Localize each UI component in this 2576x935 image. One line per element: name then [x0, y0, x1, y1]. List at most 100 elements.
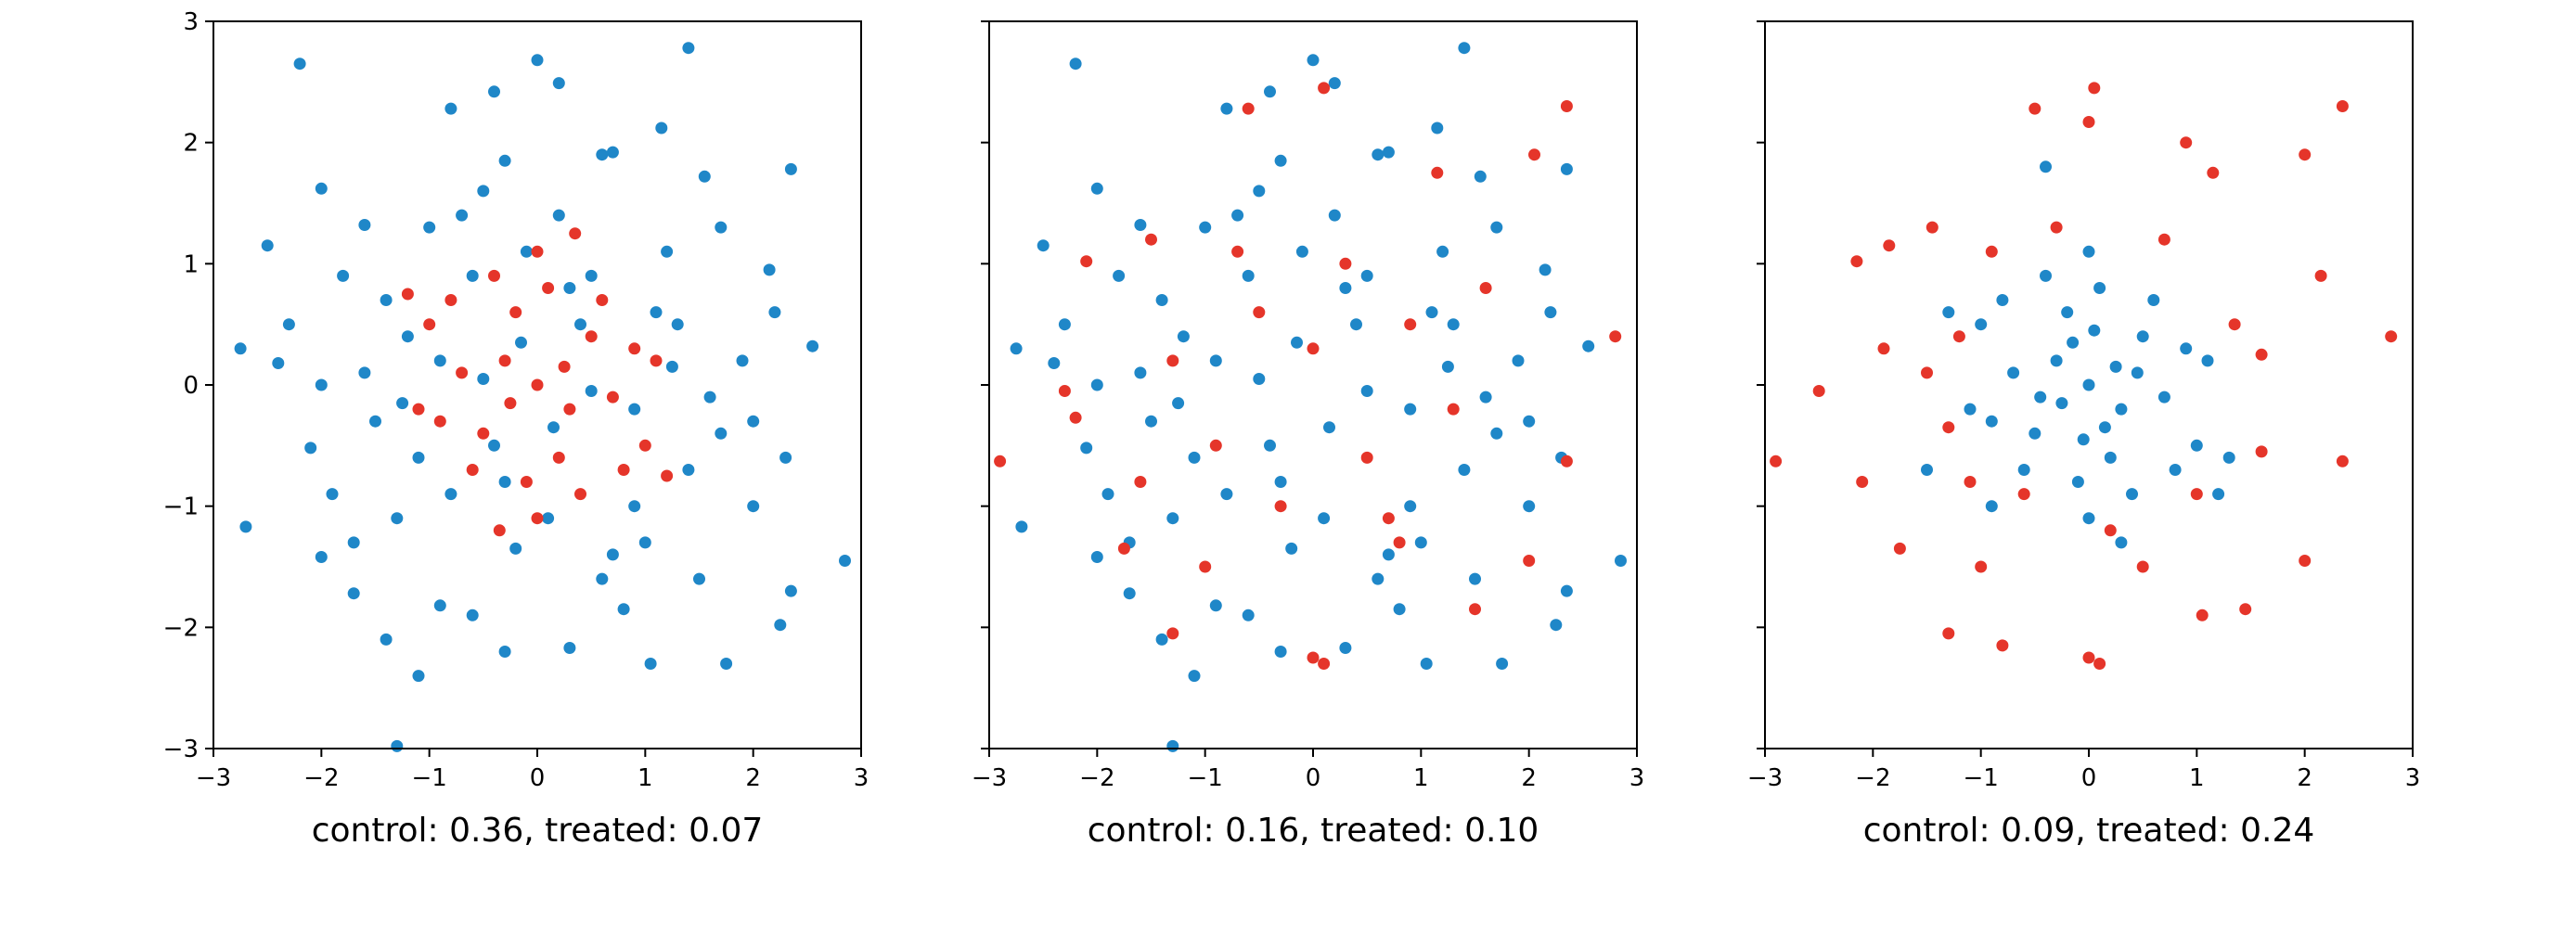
control-point: [628, 500, 641, 513]
control-point: [1447, 318, 1460, 331]
control-point: [1199, 221, 1212, 234]
treated-point: [456, 366, 469, 379]
control-point: [1253, 373, 1266, 385]
control-point: [234, 342, 247, 355]
control-point: [2136, 330, 2149, 343]
control-point: [401, 330, 414, 343]
control-point: [423, 221, 436, 234]
control-point: [1404, 500, 1417, 513]
y-tick-label: 2: [183, 130, 199, 158]
treated-point: [2299, 148, 2312, 161]
control-point: [1166, 512, 1179, 525]
control-point: [380, 294, 393, 306]
control-point: [1113, 269, 1126, 282]
treated-point: [574, 488, 586, 501]
treated-point: [1942, 421, 1955, 434]
treated-point: [1166, 354, 1179, 367]
x-tick-label: 2: [1521, 764, 1537, 792]
treated-point: [2228, 318, 2241, 331]
treated-point: [1975, 560, 1988, 573]
control-point: [715, 427, 728, 440]
scatter-points-3: [1770, 82, 2398, 670]
control-point: [520, 245, 533, 258]
treated-point: [493, 524, 506, 537]
treated-point: [2050, 221, 2063, 234]
control-point: [1523, 415, 1536, 428]
treated-point: [2017, 488, 2030, 501]
control-point: [315, 378, 328, 391]
control-point: [1253, 185, 1266, 198]
treated-point: [498, 354, 511, 367]
control-point: [2147, 294, 2160, 306]
control-point: [2071, 476, 2084, 488]
control-point: [585, 269, 598, 282]
control-point: [1544, 306, 1557, 319]
treated-point: [650, 354, 663, 367]
control-point: [1360, 385, 1373, 397]
treated-point: [1952, 330, 1965, 343]
x-tick-label: −3: [1747, 764, 1783, 792]
control-point: [1404, 403, 1417, 416]
control-point: [282, 318, 295, 331]
treated-point: [1856, 476, 1869, 488]
x-tick-label: 3: [2405, 764, 2421, 792]
control-point: [1242, 269, 1255, 282]
treated-point: [617, 464, 630, 476]
control-point: [1985, 500, 1998, 513]
control-point: [2082, 378, 2095, 391]
treated-point: [433, 415, 446, 428]
treated-point: [1318, 658, 1331, 670]
control-point: [574, 318, 586, 331]
control-point: [293, 58, 306, 70]
treated-point: [1307, 342, 1320, 355]
control-point: [1242, 608, 1255, 621]
control-point: [1123, 587, 1136, 600]
control-point: [2017, 464, 2030, 476]
control-point: [2067, 336, 2080, 349]
control-point: [433, 599, 446, 612]
control-point: [1220, 102, 1233, 115]
control-point: [1550, 619, 1563, 632]
treated-point: [2180, 136, 2193, 149]
treated-point: [2207, 166, 2220, 179]
treated-point: [2336, 455, 2349, 468]
treated-point: [2029, 102, 2041, 115]
control-point: [1318, 512, 1331, 525]
control-point: [617, 603, 630, 616]
treated-point: [2255, 445, 2268, 458]
x-tick-label: 2: [2297, 764, 2312, 792]
treated-point: [2299, 555, 2312, 567]
control-point: [1134, 366, 1147, 379]
treated-point: [1274, 500, 1287, 513]
x-tick-label: −1: [1188, 764, 1223, 792]
control-point: [326, 488, 339, 501]
control-point: [784, 162, 797, 175]
control-point: [1328, 77, 1341, 90]
control-point: [2029, 427, 2041, 440]
control-point: [1231, 209, 1244, 222]
treated-point: [1469, 603, 1481, 616]
x-tick-label: −2: [1855, 764, 1890, 792]
treated-point: [1360, 451, 1373, 464]
control-point: [2082, 245, 2095, 258]
control-point: [2126, 488, 2138, 501]
treated-point: [1926, 221, 1938, 234]
control-point: [552, 209, 565, 222]
treated-point: [1058, 385, 1071, 397]
control-point: [715, 221, 728, 234]
control-point: [1441, 360, 1454, 373]
treated-point: [423, 318, 436, 331]
treated-point: [569, 227, 582, 240]
control-point: [1209, 599, 1222, 612]
control-point: [2115, 536, 2128, 549]
control-point: [466, 608, 479, 621]
treated-point: [504, 397, 517, 410]
treated-point: [1942, 627, 1955, 640]
control-point: [2077, 433, 2090, 446]
treated-point: [2385, 330, 2398, 343]
treated-point: [638, 439, 651, 452]
control-point: [2131, 366, 2144, 379]
control-point: [1264, 439, 1276, 452]
control-point: [1360, 269, 1373, 282]
